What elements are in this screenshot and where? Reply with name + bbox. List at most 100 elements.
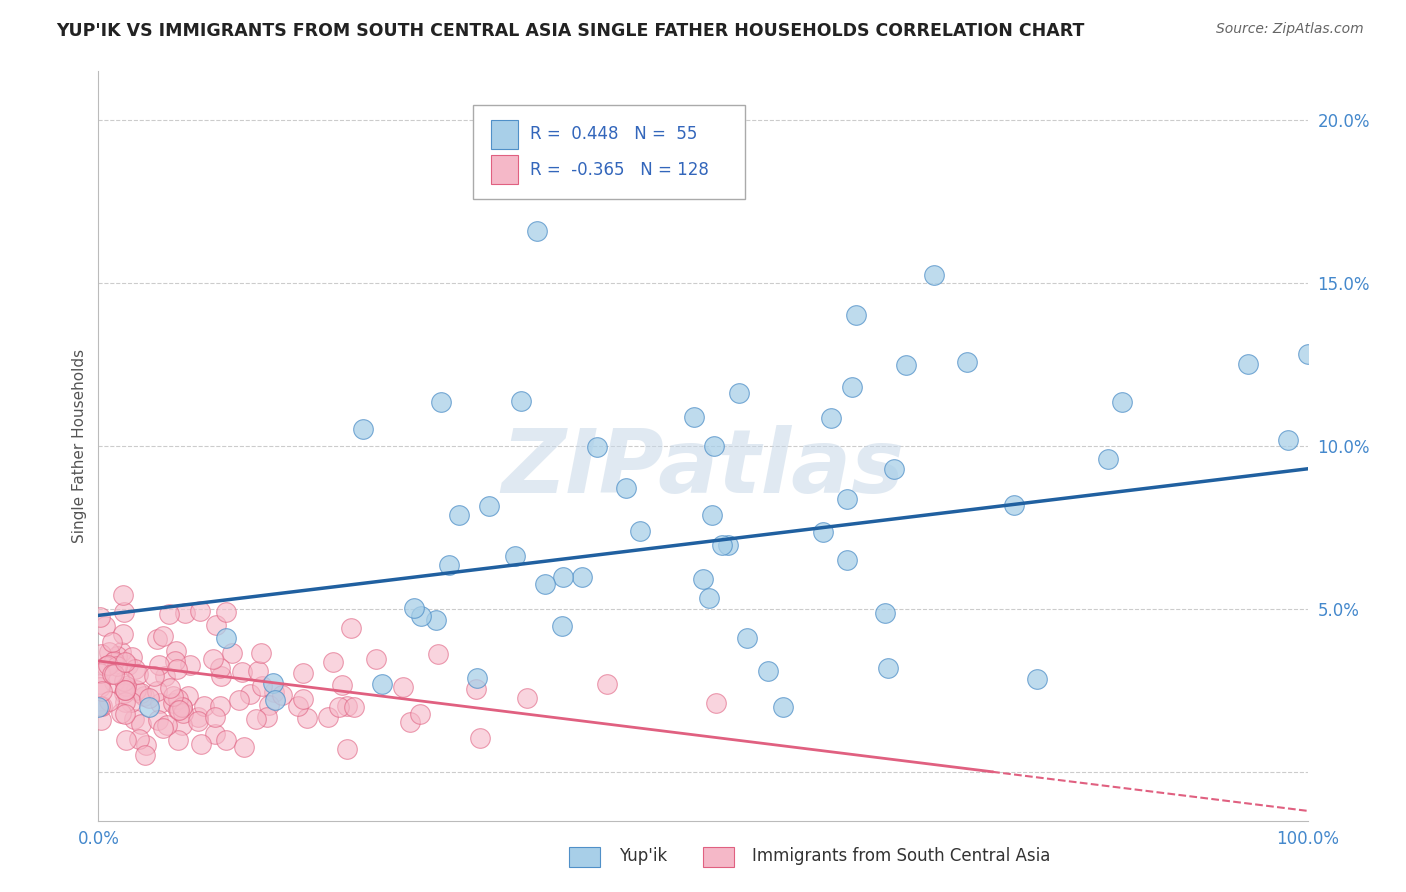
Point: [256, 709, 278, 723]
Point: [427, 648, 450, 662]
Point: [149, 696, 172, 710]
Point: [595, 677, 617, 691]
Point: [1237, 357, 1260, 371]
Point: [756, 664, 779, 678]
Point: [239, 688, 262, 702]
Point: [114, 695, 136, 709]
Point: [683, 410, 706, 425]
Point: [169, 703, 191, 717]
Point: [295, 711, 318, 725]
Point: [697, 591, 720, 605]
Point: [188, 604, 211, 618]
Point: [204, 618, 226, 632]
Point: [430, 395, 453, 409]
Point: [114, 683, 136, 698]
Point: [103, 666, 125, 681]
Point: [89, 665, 111, 680]
Point: [159, 681, 181, 695]
Point: [257, 698, 280, 712]
Point: [352, 422, 374, 436]
Point: [468, 731, 491, 745]
Point: [465, 681, 488, 696]
Point: [103, 654, 125, 668]
Point: [90, 699, 112, 714]
Point: [103, 655, 125, 669]
Point: [90, 713, 112, 727]
Point: [402, 601, 425, 615]
Point: [215, 605, 238, 619]
Point: [614, 481, 637, 495]
Point: [215, 732, 238, 747]
Y-axis label: Single Father Households: Single Father Households: [72, 349, 87, 543]
Point: [811, 524, 834, 539]
Point: [1097, 451, 1119, 466]
Point: [820, 410, 842, 425]
Point: [89, 698, 111, 713]
Point: [91, 684, 114, 698]
Point: [167, 692, 190, 706]
Point: [249, 646, 271, 660]
Point: [167, 732, 190, 747]
Point: [245, 712, 267, 726]
Point: [89, 677, 111, 691]
Point: [110, 706, 132, 721]
Point: [129, 717, 152, 731]
Point: [167, 703, 190, 717]
Point: [505, 549, 527, 564]
Point: [162, 696, 184, 710]
Point: [162, 689, 184, 703]
Point: [343, 700, 366, 714]
Point: [105, 648, 128, 663]
Point: [1111, 395, 1133, 409]
Point: [112, 627, 135, 641]
Point: [134, 689, 156, 703]
Point: [148, 713, 170, 727]
Point: [706, 696, 728, 710]
Point: [409, 609, 432, 624]
Point: [208, 661, 231, 675]
Point: [371, 677, 394, 691]
Text: R =  0.448   N =  55: R = 0.448 N = 55: [530, 125, 697, 144]
Point: [551, 619, 574, 633]
Point: [114, 707, 136, 722]
Point: [1296, 347, 1319, 361]
Point: [112, 686, 135, 700]
Point: [204, 710, 226, 724]
Text: YUP'IK VS IMMIGRANTS FROM SOUTH CENTRAL ASIA SINGLE FATHER HOUSEHOLDS CORRELATIO: YUP'IK VS IMMIGRANTS FROM SOUTH CENTRAL …: [56, 22, 1084, 40]
Point: [526, 224, 548, 238]
Point: [138, 690, 160, 705]
Point: [727, 385, 749, 400]
Point: [835, 491, 858, 506]
Point: [877, 660, 900, 674]
Point: [1277, 433, 1299, 447]
Point: [510, 394, 533, 409]
Point: [173, 606, 195, 620]
Point: [166, 662, 188, 676]
Point: [125, 682, 148, 697]
Point: [330, 678, 353, 692]
Point: [262, 676, 284, 690]
Point: [127, 667, 149, 681]
Point: [263, 692, 285, 706]
Point: [270, 688, 292, 702]
Point: [209, 669, 232, 683]
Point: [114, 682, 136, 697]
Point: [291, 665, 314, 680]
Point: [165, 643, 187, 657]
Point: [703, 439, 725, 453]
Point: [628, 524, 651, 539]
Point: [955, 355, 977, 369]
Point: [124, 662, 146, 676]
Point: [117, 658, 139, 673]
Point: [772, 699, 794, 714]
Point: [114, 655, 136, 669]
Point: [97, 645, 120, 659]
Point: [112, 673, 135, 688]
FancyBboxPatch shape: [492, 155, 517, 184]
Point: [87, 699, 110, 714]
Point: [142, 669, 165, 683]
Point: [148, 658, 170, 673]
Point: [134, 747, 156, 762]
Point: [100, 634, 122, 648]
Point: [128, 731, 150, 746]
